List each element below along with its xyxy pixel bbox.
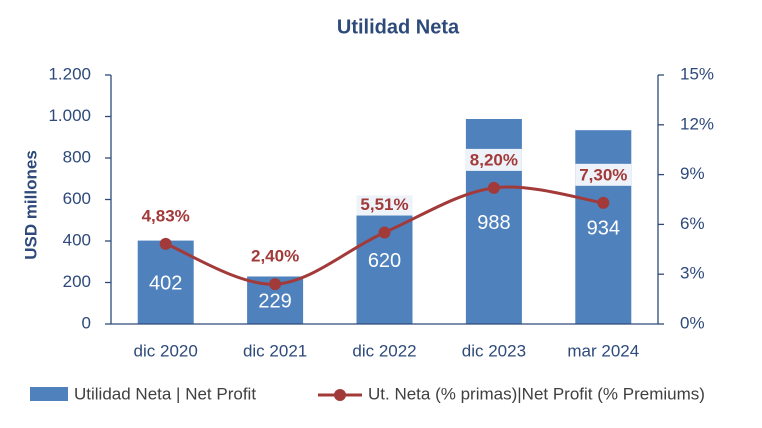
line-marker bbox=[597, 196, 610, 209]
x-tick-label: dic 2021 bbox=[243, 341, 307, 360]
y2-tick-label: 15% bbox=[680, 64, 714, 83]
line-marker bbox=[269, 278, 282, 291]
line-marker bbox=[378, 226, 391, 239]
line-marker bbox=[487, 181, 500, 194]
bar bbox=[575, 130, 632, 324]
x-tick-label: dic 2020 bbox=[134, 341, 198, 360]
label-background bbox=[356, 193, 413, 216]
y-tick-label: 0 bbox=[82, 313, 91, 332]
legend-swatch bbox=[30, 387, 68, 401]
y-tick-label: 400 bbox=[63, 230, 91, 249]
label-background bbox=[465, 148, 522, 171]
line-value-label: 2,40% bbox=[251, 247, 299, 266]
y2-tick-label: 12% bbox=[680, 114, 714, 133]
legend-marker bbox=[334, 389, 346, 401]
x-tick-label: dic 2022 bbox=[352, 341, 416, 360]
chart-title: Utilidad Neta bbox=[337, 16, 460, 38]
bar-value-label: 229 bbox=[258, 291, 291, 313]
bar bbox=[356, 195, 413, 324]
y2-tick-label: 3% bbox=[680, 264, 705, 283]
bar-value-label: 988 bbox=[477, 212, 510, 234]
y-axis-title: USD millones bbox=[21, 150, 40, 260]
line-value-label: 4,83% bbox=[142, 206, 190, 225]
y2-tick-label: 6% bbox=[680, 214, 705, 233]
y-tick-label: 800 bbox=[63, 147, 91, 166]
bar-value-label: 402 bbox=[149, 273, 182, 295]
legend-label: Ut. Neta (% primas)|Net Profit (% Premiu… bbox=[368, 384, 705, 403]
x-tick-label: mar 2024 bbox=[567, 341, 639, 360]
line-value-label: 5,51% bbox=[360, 195, 408, 214]
label-background bbox=[575, 163, 632, 186]
y-tick-label: 1.000 bbox=[48, 106, 91, 125]
y-tick-label: 600 bbox=[63, 189, 91, 208]
bar-value-label: 620 bbox=[368, 250, 401, 272]
legend-label: Utilidad Neta | Net Profit bbox=[74, 384, 256, 403]
y-tick-label: 200 bbox=[63, 272, 91, 291]
line-value-label: 7,30% bbox=[579, 165, 627, 184]
y-tick-label: 1.200 bbox=[48, 64, 91, 83]
bar bbox=[137, 240, 194, 324]
line-value-label: 8,20% bbox=[470, 150, 518, 169]
y2-tick-label: 0% bbox=[680, 313, 705, 332]
bar-value-label: 934 bbox=[587, 217, 620, 239]
y2-tick-label: 9% bbox=[680, 164, 705, 183]
x-tick-label: dic 2023 bbox=[462, 341, 526, 360]
label-background bbox=[137, 204, 194, 227]
line-marker bbox=[159, 237, 172, 250]
label-background bbox=[247, 245, 304, 268]
